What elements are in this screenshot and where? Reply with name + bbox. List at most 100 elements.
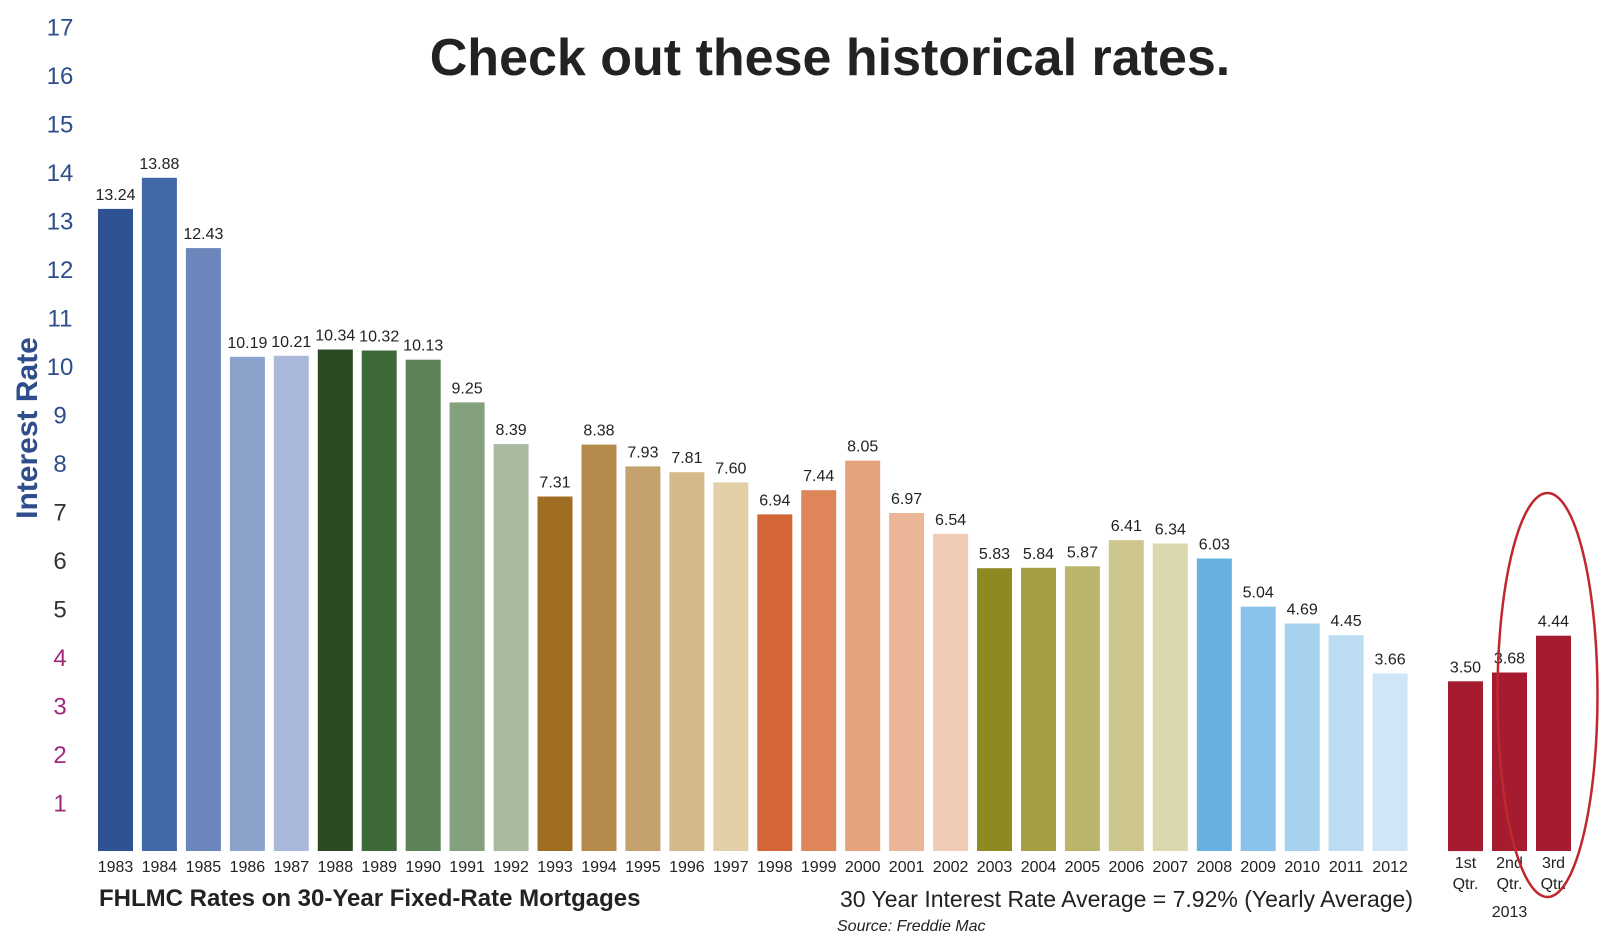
y-tick-label: 15 bbox=[47, 112, 74, 139]
x-tick-label: 2000 bbox=[845, 859, 881, 876]
bar bbox=[1328, 635, 1364, 851]
bar-value-label: 7.93 bbox=[627, 444, 658, 461]
highlight-circle bbox=[1496, 491, 1599, 899]
quarter-label-line2: Qtr. bbox=[1453, 876, 1479, 893]
bar bbox=[1152, 543, 1188, 851]
bar-value-label: 8.05 bbox=[847, 439, 878, 456]
bar bbox=[1196, 558, 1232, 851]
bar bbox=[889, 513, 925, 851]
bar bbox=[449, 402, 485, 851]
x-tick-label: 2005 bbox=[1065, 859, 1101, 876]
y-tick-label: 5 bbox=[53, 597, 66, 624]
bar bbox=[1240, 606, 1276, 851]
bar-value-label: 5.04 bbox=[1243, 585, 1274, 602]
bar bbox=[977, 568, 1012, 851]
quarter-bar bbox=[1448, 681, 1483, 852]
quarter-value-label: 4.44 bbox=[1538, 614, 1569, 631]
bar bbox=[361, 350, 397, 851]
x-tick-label: 2004 bbox=[1021, 859, 1057, 876]
x-tick-label: 2008 bbox=[1197, 859, 1233, 876]
bar bbox=[581, 444, 617, 851]
x-tick-label: 1996 bbox=[669, 859, 705, 876]
x-tick-label: 1988 bbox=[318, 859, 354, 876]
bar-value-label: 5.84 bbox=[1023, 546, 1054, 563]
y-tick-label: 8 bbox=[53, 451, 66, 478]
bar bbox=[141, 177, 177, 852]
quarter-year-label: 2013 bbox=[1492, 904, 1528, 921]
quarter-label-line1: 1st bbox=[1455, 855, 1477, 872]
bar-value-label: 13.24 bbox=[95, 187, 135, 204]
bar bbox=[98, 208, 133, 851]
bar-value-label: 5.83 bbox=[979, 546, 1010, 563]
bar bbox=[537, 496, 573, 851]
bar-value-label: 5.87 bbox=[1067, 544, 1098, 561]
y-tick-label: 3 bbox=[53, 694, 66, 721]
x-tick-label: 1983 bbox=[98, 859, 134, 876]
y-tick-label: 4 bbox=[53, 645, 66, 672]
x-tick-label: 1987 bbox=[274, 859, 310, 876]
bar bbox=[713, 482, 749, 851]
bar bbox=[757, 514, 793, 851]
bar bbox=[493, 444, 529, 851]
y-tick-label: 11 bbox=[48, 306, 73, 333]
bar bbox=[1108, 540, 1144, 851]
x-tick-label: 2010 bbox=[1284, 859, 1320, 876]
bar-value-label: 7.44 bbox=[803, 468, 834, 485]
x-tick-label: 2001 bbox=[889, 859, 925, 876]
bar bbox=[405, 359, 441, 851]
bar-value-label: 4.45 bbox=[1331, 613, 1362, 630]
bar-value-label: 6.41 bbox=[1111, 518, 1142, 535]
bar-value-label: 6.03 bbox=[1199, 537, 1230, 554]
x-tick-label: 1995 bbox=[625, 859, 661, 876]
x-tick-label: 1989 bbox=[361, 859, 397, 876]
chart-subtitle: FHLMC Rates on 30-Year Fixed-Rate Mortga… bbox=[99, 885, 640, 912]
bar-value-label: 8.39 bbox=[496, 422, 527, 439]
x-tick-label: 2003 bbox=[977, 859, 1013, 876]
y-tick-label: 7 bbox=[53, 500, 66, 527]
bar-value-label: 12.43 bbox=[183, 226, 223, 243]
x-tick-label: 2007 bbox=[1153, 859, 1189, 876]
y-axis-label: Interest Rate bbox=[11, 337, 44, 519]
source-note: Source: Freddie Mac bbox=[837, 918, 986, 935]
quarter-bars: 3.50 1st Qtr. 3.68 2nd Qtr. 4.44 3rd Qtr. 2013 bbox=[1448, 491, 1599, 921]
y-tick-label: 10 bbox=[47, 354, 74, 381]
bar bbox=[1021, 567, 1056, 851]
x-tick-label: 1984 bbox=[142, 859, 178, 876]
bar-value-label: 10.32 bbox=[359, 329, 399, 346]
bar bbox=[669, 472, 705, 851]
bar bbox=[625, 466, 661, 851]
x-tick-label: 1986 bbox=[230, 859, 266, 876]
bar bbox=[933, 533, 969, 851]
x-tick-label: 1998 bbox=[757, 859, 793, 876]
x-tick-label: 1993 bbox=[537, 859, 573, 876]
bars: 13.24 1983 13.88 1984 12.43 1985 10.19 1986 10.2… bbox=[95, 156, 1408, 876]
bar-value-label: 7.31 bbox=[539, 475, 570, 492]
bar bbox=[1284, 623, 1320, 851]
x-tick-label: 1997 bbox=[713, 859, 749, 876]
x-tick-label: 1992 bbox=[493, 859, 529, 876]
bar-value-label: 7.60 bbox=[715, 460, 746, 477]
x-tick-label: 1994 bbox=[581, 859, 617, 876]
bar-value-label: 10.34 bbox=[315, 328, 355, 345]
bar-value-label: 9.25 bbox=[452, 380, 483, 397]
average-note: 30 Year Interest Rate Average = 7.92% (Y… bbox=[840, 886, 1413, 912]
bar-value-label: 6.97 bbox=[891, 491, 922, 508]
quarter-value-label: 3.68 bbox=[1494, 651, 1525, 668]
bar bbox=[317, 349, 353, 851]
y-tick-label: 17 bbox=[47, 15, 74, 42]
bar-value-label: 7.81 bbox=[671, 450, 702, 467]
bar-value-label: 10.13 bbox=[403, 338, 443, 355]
bar-value-label: 4.69 bbox=[1287, 602, 1318, 619]
quarter-label-line2: Qtr. bbox=[1541, 876, 1567, 893]
quarter-label-line2: Qtr. bbox=[1497, 876, 1523, 893]
bar-value-label: 13.88 bbox=[139, 156, 179, 173]
bar-value-label: 10.21 bbox=[271, 334, 311, 351]
quarter-label-line1: 3rd bbox=[1542, 855, 1565, 872]
y-tick-label: 1 bbox=[53, 791, 66, 818]
x-tick-label: 1990 bbox=[405, 859, 441, 876]
y-tick-label: 12 bbox=[47, 257, 74, 284]
x-tick-label: 2009 bbox=[1240, 859, 1276, 876]
bar bbox=[273, 355, 309, 851]
